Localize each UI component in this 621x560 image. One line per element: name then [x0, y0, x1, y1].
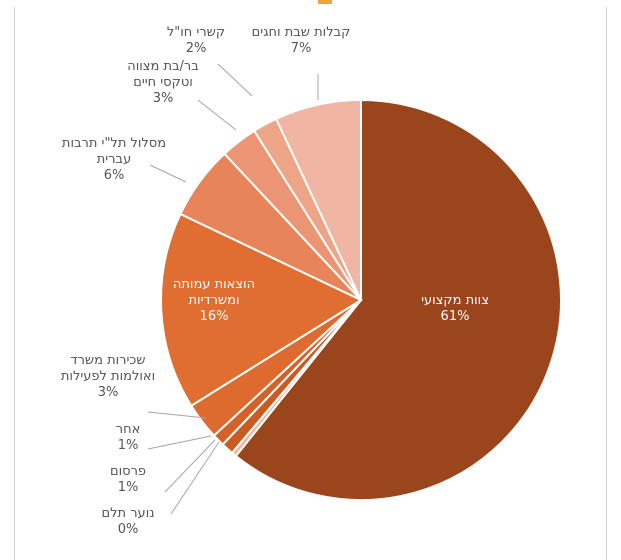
leader-line	[170, 441, 220, 515]
slice-value-text: 0%	[118, 522, 139, 537]
slice-value-text: 3%	[98, 385, 119, 400]
top-accent-mark	[318, 0, 332, 4]
slice-value-text: 7%	[291, 41, 312, 56]
slice-label-text: נוער תלם	[102, 506, 155, 521]
slice-label-text: בר/בת מצווה	[127, 59, 199, 74]
slice-label-text: אחר	[116, 422, 141, 437]
slice-value-text: 1%	[118, 480, 139, 495]
slice-label-text: ואולמות לפעילות	[61, 369, 155, 384]
pie-slice	[234, 98, 562, 501]
top-bar	[0, 0, 621, 7]
leader-line	[164, 439, 216, 493]
slice-label-text: הוצאות עמותה	[173, 277, 255, 292]
leader-line	[149, 164, 187, 183]
slice-label-text: שכירות משרד	[70, 353, 145, 368]
slice-label-text: וטקסי חיים	[133, 75, 193, 90]
slice-value-text: 2%	[186, 41, 207, 56]
leader-line	[147, 435, 212, 450]
slice-value-text: 16%	[200, 309, 229, 324]
leader-line	[147, 411, 207, 419]
slice-label-text: פרסום	[110, 464, 146, 479]
slice-label-text: קשרי חו"ל	[167, 25, 225, 40]
pie-slice	[274, 98, 362, 301]
slice-label-text: צוות מקצועי	[421, 293, 489, 308]
pie-slice	[160, 212, 364, 408]
slice-value-text: 3%	[153, 91, 174, 106]
slice-label-text: עברית	[97, 152, 131, 167]
slice-label-text: קבלות שבת וחגים	[252, 25, 351, 40]
slice-value-text: 6%	[104, 168, 125, 183]
slice-value-text: 61%	[441, 309, 470, 324]
slice-data-label: קשרי חו"ל2%	[167, 25, 225, 56]
leader-line	[197, 99, 237, 131]
leader-line	[217, 63, 253, 97]
slice-label-text: מסלול תל"י תרבות	[62, 136, 166, 151]
slice-value-text: 1%	[118, 438, 139, 453]
slice-label-text: ומשרדיות	[188, 293, 239, 308]
